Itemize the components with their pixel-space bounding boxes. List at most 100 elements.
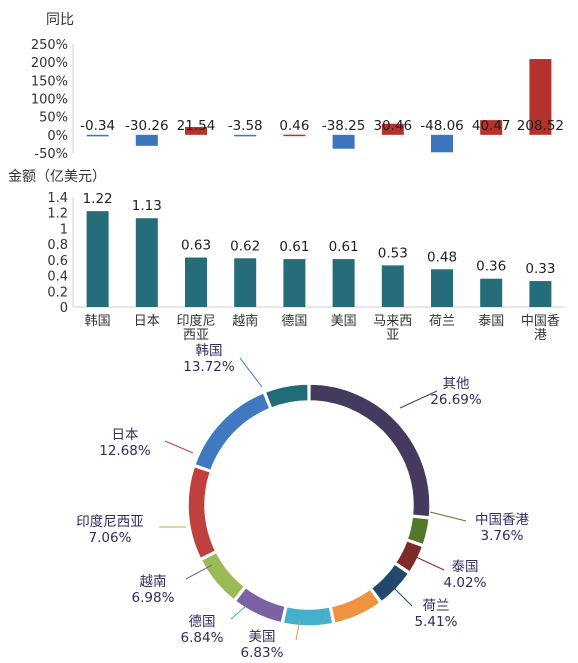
donut-slice-name: 越南 <box>140 574 167 590</box>
donut-slice-percent: 6.83% <box>241 645 284 661</box>
growth-y-tick-label: -50% <box>34 147 68 162</box>
amount-value-label: 0.61 <box>329 239 359 255</box>
amount-x-tick-label: 印度尼 <box>176 313 215 329</box>
amount-y-tick-label: 0.6 <box>47 254 68 269</box>
growth-bar <box>86 134 109 137</box>
donut-leader-line <box>295 619 301 641</box>
amount-y-tick-label: 0 <box>60 301 68 316</box>
donut-slice <box>330 588 382 625</box>
growth-y-tick-label: 150% <box>31 74 68 89</box>
amount-y-tick-label: 1 <box>60 222 68 237</box>
amount-x-tick-label: 韩国 <box>85 314 111 329</box>
amount-value-label: 0.63 <box>181 238 211 254</box>
amount-value-label: 0.33 <box>525 261 555 277</box>
amount-bar <box>86 211 109 307</box>
growth-bar <box>529 59 552 135</box>
donut-slice-percent: 6.84% <box>181 630 224 646</box>
donut-slice <box>193 391 271 472</box>
growth-bar <box>381 123 404 135</box>
amount-y-tick-label: 0.2 <box>47 285 68 300</box>
amount-x-tick-label: 越南 <box>232 313 258 329</box>
amount-x-tick-label: 西亚 <box>183 328 209 343</box>
amount-x-tick-label: 马来西 <box>373 314 412 329</box>
amount-bar <box>529 281 552 307</box>
donut-slice-name: 其他 <box>443 376 470 392</box>
amount-bar <box>135 218 158 307</box>
growth-y-tick-label: 200% <box>31 56 68 71</box>
donut-leader-line <box>239 357 263 388</box>
donut-slice <box>187 465 217 560</box>
donut-slice-name: 中国香港 <box>475 512 529 528</box>
donut-slice-name: 德国 <box>189 614 216 630</box>
donut-slice-name: 泰国 <box>452 559 479 575</box>
amount-x-tick-label: 荷兰 <box>429 314 455 329</box>
amount-bar <box>234 258 257 307</box>
donut-leader-line <box>164 440 194 454</box>
growth-y-tick-label: 0% <box>47 129 68 144</box>
donut-leader-line <box>391 585 413 607</box>
growth-bar <box>283 134 306 137</box>
growth-y-tick-label: 100% <box>31 93 68 108</box>
amount-bar <box>431 269 453 307</box>
amount-y-tick-label: 1.2 <box>47 207 68 222</box>
donut-slice-name: 日本 <box>112 427 139 443</box>
amount-y-tick-label: 1.4 <box>47 191 68 206</box>
donut-slice-percent: 7.06% <box>89 530 132 546</box>
growth-bar <box>185 127 207 135</box>
amount-x-tick-label: 美国 <box>331 314 357 329</box>
donut-leader-line <box>230 605 247 620</box>
donut-slice-name: 荷兰 <box>423 598 450 614</box>
amount-value-label: 1.22 <box>83 191 113 207</box>
growth-value-label: 40.47 <box>472 118 511 134</box>
donut-slice <box>394 539 424 574</box>
amount-x-tick-label: 泰国 <box>478 314 504 329</box>
donut-slice <box>370 562 410 603</box>
donut-slice-percent: 12.68% <box>99 443 151 459</box>
growth-value-label: 30.46 <box>373 118 412 134</box>
amount-x-tick-label: 中国香 <box>521 314 560 329</box>
growth-bar <box>234 134 257 137</box>
donut-slice <box>200 551 246 601</box>
donut-slice-percent: 5.41% <box>415 614 458 630</box>
donut-leader-line <box>399 390 438 409</box>
donut-slice-name: 印度尼西亚 <box>76 514 144 530</box>
donut-slice-percent: 3.76% <box>481 528 524 544</box>
amount-value-label: 0.36 <box>476 259 506 275</box>
donut-slice-name: 韩国 <box>196 343 223 359</box>
amount-y-tick-label: 0.4 <box>47 270 68 285</box>
donut-leader-line <box>429 511 467 522</box>
growth-axis-title: 同比 <box>46 12 74 28</box>
amount-y-tick-label: 0.8 <box>47 238 68 253</box>
donut-slice-name: 美国 <box>249 629 276 645</box>
amount-value-label: 0.62 <box>230 238 260 254</box>
growth-value-label: 208.52 <box>517 118 564 134</box>
growth-y-tick-label: 250% <box>31 38 68 53</box>
growth-value-label: -3.58 <box>228 118 263 134</box>
donut-slice <box>282 605 334 627</box>
growth-y-tick-label: 50% <box>39 111 68 126</box>
growth-value-label: 21.54 <box>177 118 216 134</box>
growth-bar <box>480 120 503 135</box>
growth-bar <box>332 134 355 149</box>
amount-value-label: 0.53 <box>378 245 408 261</box>
donut-leader-line <box>185 564 213 580</box>
amount-value-label: 0.61 <box>279 239 309 255</box>
amount-bar <box>185 257 207 307</box>
amount-x-tick-label: 德国 <box>281 314 307 329</box>
growth-value-label: -0.34 <box>80 118 115 134</box>
amount-bar <box>480 278 503 307</box>
amount-x-tick-label: 日本 <box>134 314 160 329</box>
amount-bar <box>332 259 355 307</box>
growth-bar <box>135 134 158 146</box>
donut-slice-percent: 6.98% <box>132 590 175 606</box>
growth-value-label: -38.25 <box>322 118 366 134</box>
amount-axis-title: 金额（亿美元） <box>8 169 106 185</box>
growth-bar <box>431 134 453 153</box>
growth-value-label: -30.26 <box>125 118 169 134</box>
donut-slice-percent: 13.72% <box>183 359 235 375</box>
amount-bar <box>381 265 404 307</box>
amount-value-label: 0.48 <box>427 249 457 265</box>
donut-slice <box>309 383 431 518</box>
amount-x-tick-label: 亚 <box>386 328 399 343</box>
